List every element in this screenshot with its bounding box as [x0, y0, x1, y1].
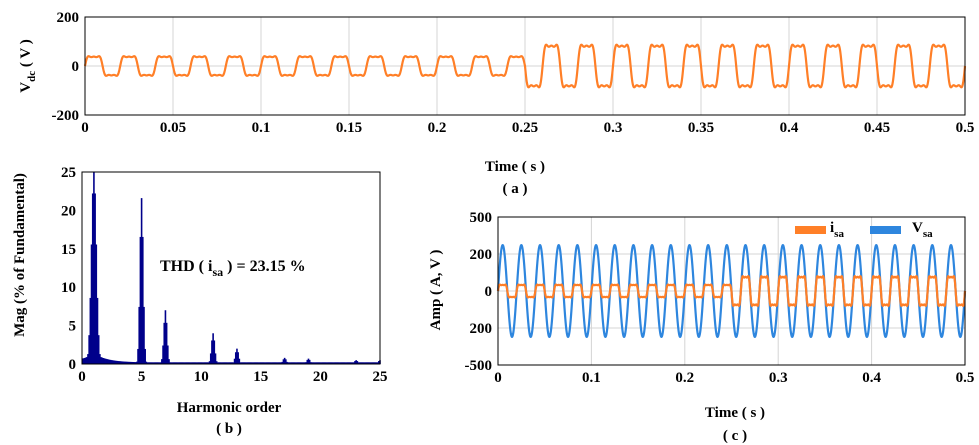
- chart-b-ylabel: Mag (% of Fundamental): [12, 173, 28, 337]
- chart-b-x-tick: 0: [78, 369, 86, 385]
- chart-c-y-tick: -500: [465, 358, 493, 374]
- chart-a-y-tick: 0: [72, 59, 80, 75]
- chart-a-y-tick-labels: 200 0 -200: [52, 10, 80, 124]
- chart-a-panel-label: ( a ): [503, 181, 528, 197]
- chart-a-x-tick: 0.2: [428, 120, 447, 136]
- chart-a-x-tick: 0.15: [336, 120, 362, 136]
- chart-b-y-tick: 10: [61, 280, 76, 296]
- chart-b-y-tick: 25: [61, 165, 76, 181]
- chart-c-x-tick-labels: 0 0.1 0.2 0.3 0.4 0.5: [494, 370, 974, 386]
- chart-c-panel-label: ( c ): [723, 428, 747, 444]
- chart-c-x-tick: 0.4: [862, 370, 881, 386]
- chart-a-x-tick: 0.45: [864, 120, 890, 136]
- chart-c-x-tick: 0.3: [769, 370, 788, 386]
- chart-a-x-tick: 0.5: [956, 120, 975, 136]
- chart-b-y-tick: 0: [69, 357, 77, 373]
- chart-a-y-tick: -200: [52, 108, 80, 124]
- chart-a-x-tick: 0.4: [780, 120, 799, 136]
- chart-c-xlabel: Time ( s ): [705, 405, 765, 421]
- chart-b-y-tick: 20: [61, 203, 76, 219]
- chart-a-ylabel: Vdc ( V ): [18, 39, 38, 92]
- chart-b-x-tick: 20: [313, 369, 328, 385]
- chart-c-x-tick: 0.2: [675, 370, 694, 386]
- chart-c-y-tick: 200: [470, 321, 493, 337]
- chart-b-xlabel: Harmonic order: [177, 400, 282, 416]
- chart-b-y-tick-labels: 25 20 15 10 5 0: [61, 165, 76, 373]
- chart-c-legend: isa Vsa: [795, 220, 933, 240]
- chart-c-y-tick: 200: [470, 247, 493, 263]
- chart-c-y-tick: 500: [470, 210, 493, 226]
- chart-a-x-tick-labels: 0 0.05 0.1 0.15 0.2 0.25 0.3 0.35 0.4 0.45 0.5: [81, 120, 974, 136]
- chart-c-y-tick-labels: 500 200 0 200 -500: [465, 210, 493, 374]
- chart-c-x-tick: 0.5: [956, 370, 975, 386]
- chart-b-thd-annotation: THD ( isa ) = 23.15 %: [160, 258, 306, 279]
- chart-a-y-tick: 200: [57, 10, 80, 26]
- chart-a-x-tick: 0.05: [160, 120, 186, 136]
- chart-c-x-tick: 0: [494, 370, 502, 386]
- chart-c-x-tick: 0.1: [582, 370, 601, 386]
- chart-a: 0 0.05 0.1 0.15 0.2 0.25 0.3 0.35 0.4 0.45 0.5 200…: [18, 10, 974, 197]
- chart-b-x-tick: 25: [373, 369, 388, 385]
- legend-label-vsa: Vsa: [912, 220, 933, 240]
- chart-c-ylabel: Amp ( A, V ): [428, 250, 444, 331]
- chart-b-x-tick-labels: 0 5 10 15 20 25: [78, 369, 387, 385]
- chart-c: 0 0.1 0.2 0.3 0.4 0.5 500 200 0 200 -500 Amp ( A,…: [428, 210, 974, 444]
- chart-b-y-tick: 15: [61, 242, 76, 258]
- chart-b-y-tick: 5: [69, 319, 77, 335]
- chart-a-x-tick: 0.25: [512, 120, 538, 136]
- chart-b-x-tick: 5: [138, 369, 146, 385]
- chart-b: 0 5 10 15 20 25 25 20 15 10 5 0 Mag (% of Fundamen…: [12, 165, 388, 437]
- chart-a-x-tick: 0.1: [252, 120, 271, 136]
- chart-a-x-tick: 0: [81, 120, 89, 136]
- chart-b-panel-label: ( b ): [216, 421, 242, 437]
- chart-b-x-tick: 15: [253, 369, 268, 385]
- chart-a-x-tick: 0.35: [688, 120, 714, 136]
- chart-c-y-tick: 0: [485, 284, 493, 300]
- legend-label-isa: isa: [830, 220, 844, 240]
- chart-b-x-tick: 10: [194, 369, 209, 385]
- chart-a-x-tick: 0.3: [604, 120, 623, 136]
- chart-a-xlabel: Time ( s ): [485, 159, 545, 175]
